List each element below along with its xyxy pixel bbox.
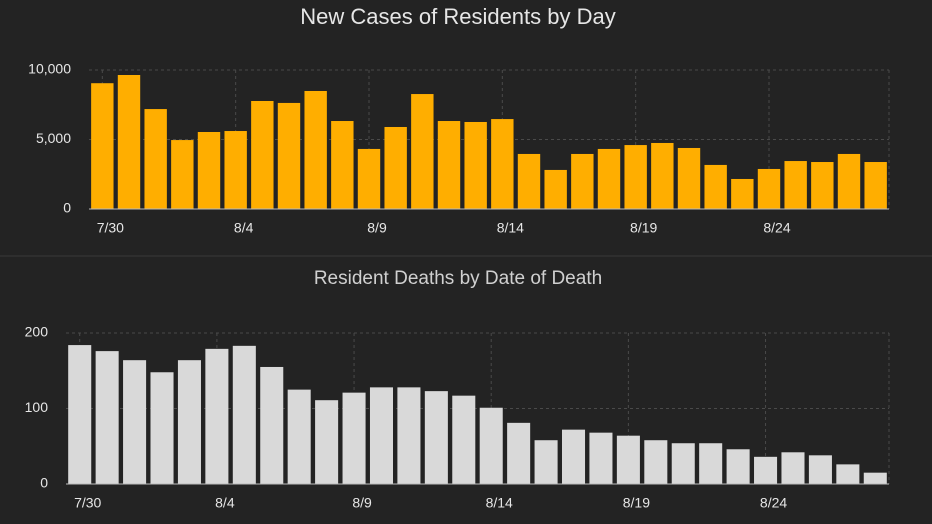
bar <box>731 178 754 209</box>
bar <box>616 435 640 484</box>
bar <box>197 131 221 209</box>
bar <box>342 392 366 484</box>
bar <box>784 161 807 209</box>
bar <box>397 387 421 484</box>
x-tick-label: 8/19 <box>630 220 657 236</box>
bar <box>836 464 860 484</box>
x-tick-label: 8/9 <box>367 220 387 236</box>
bar <box>677 147 701 209</box>
x-tick-label: 8/24 <box>760 495 787 511</box>
bar <box>571 153 594 209</box>
y-tick-label: 0 <box>63 200 71 216</box>
bar <box>781 452 805 484</box>
bar <box>651 142 674 209</box>
y-tick-label: 10,000 <box>28 61 71 77</box>
bar <box>287 389 311 484</box>
bar <box>464 121 487 209</box>
bar <box>384 126 407 209</box>
x-tick-label: 8/14 <box>497 220 524 236</box>
bar <box>91 83 114 209</box>
bar <box>150 372 174 484</box>
bar <box>561 429 586 484</box>
bar <box>452 395 476 484</box>
bar <box>357 148 381 209</box>
bar <box>726 449 750 484</box>
bar <box>837 153 861 209</box>
bar <box>699 443 723 484</box>
chart-title: Resident Deaths by Date of Death <box>314 268 602 289</box>
bar <box>260 366 284 484</box>
bar <box>117 75 141 209</box>
bar <box>757 168 781 209</box>
x-tick-label: 8/4 <box>215 495 235 511</box>
x-tick-label: 7/30 <box>74 495 101 511</box>
bar <box>671 443 695 484</box>
bar <box>624 145 647 209</box>
bar <box>589 432 613 484</box>
bar <box>437 121 461 209</box>
bar <box>704 164 727 209</box>
y-tick-label: 200 <box>25 324 49 340</box>
bar <box>411 94 434 209</box>
y-tick-label: 100 <box>25 399 49 415</box>
bar <box>232 345 256 484</box>
bar <box>144 109 167 209</box>
bar <box>808 455 832 484</box>
bar <box>95 351 119 484</box>
bar <box>491 119 514 209</box>
bar <box>205 348 229 484</box>
x-tick-label: 8/9 <box>352 495 372 511</box>
bar <box>479 407 503 484</box>
bar <box>811 162 834 209</box>
bar <box>544 169 567 209</box>
bar <box>171 140 194 209</box>
bar <box>251 100 274 209</box>
x-tick-label: 7/30 <box>97 220 124 236</box>
bar <box>754 456 778 484</box>
bar <box>517 153 541 209</box>
bar <box>277 102 301 209</box>
bar <box>534 440 558 484</box>
chart-title: New Cases of Residents by Day <box>300 4 615 29</box>
bar <box>644 440 668 484</box>
y-tick-label: 5,000 <box>36 130 71 146</box>
bar <box>331 121 354 209</box>
bar <box>863 472 887 484</box>
bar <box>68 345 92 484</box>
bar <box>304 90 327 209</box>
bar <box>369 387 394 484</box>
x-tick-label: 8/14 <box>486 495 513 511</box>
bar <box>315 400 339 484</box>
y-tick-label: 0 <box>40 475 48 491</box>
bar <box>507 422 531 484</box>
x-tick-label: 8/4 <box>234 220 254 236</box>
bar <box>224 131 247 209</box>
bar <box>864 162 887 209</box>
bar <box>177 360 201 484</box>
bar <box>597 148 621 209</box>
bar <box>424 391 448 484</box>
bar <box>123 360 147 484</box>
x-tick-label: 8/19 <box>623 495 650 511</box>
x-tick-label: 8/24 <box>763 220 790 236</box>
